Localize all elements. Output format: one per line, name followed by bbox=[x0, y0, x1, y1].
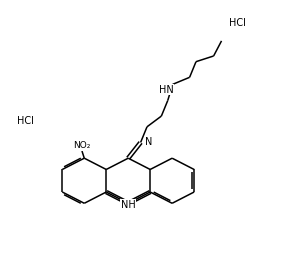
Text: HCl: HCl bbox=[17, 116, 34, 126]
Text: HN: HN bbox=[159, 85, 174, 95]
Text: NO₂: NO₂ bbox=[73, 141, 90, 150]
Text: NH: NH bbox=[121, 200, 136, 210]
Text: N: N bbox=[145, 138, 152, 147]
Text: HCl: HCl bbox=[229, 18, 246, 28]
